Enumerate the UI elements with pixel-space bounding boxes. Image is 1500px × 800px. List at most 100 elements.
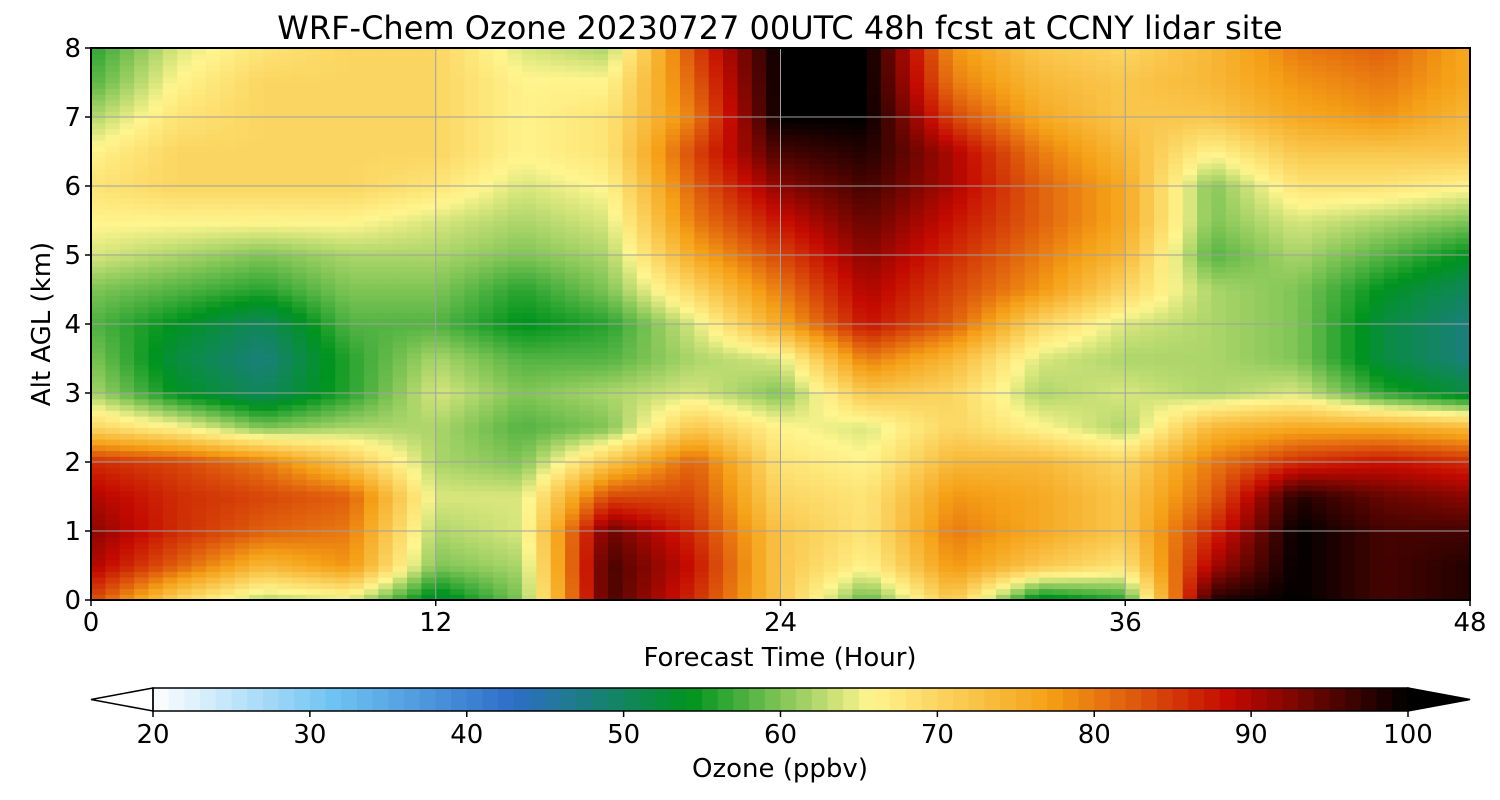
heatmap-cell [952,398,968,406]
heatmap-cell [392,398,408,406]
heatmap-cell [694,370,710,377]
heatmap-cell [766,519,782,526]
heatmap-cell [708,462,724,469]
heatmap-cell [1082,433,1098,440]
heatmap-cell [751,358,767,365]
heatmap-cell [1082,485,1098,492]
heatmap-cell [751,582,767,590]
heatmap-cell [967,519,983,526]
heatmap-cell [809,306,825,314]
heatmap-cell [1297,594,1313,600]
heatmap-cell [723,306,739,314]
heatmap-cell [134,594,150,600]
heatmap-cell [1426,427,1442,434]
heatmap-cell [1340,427,1356,434]
heatmap-cell [967,450,983,457]
heatmap-cell [249,508,264,515]
heatmap-cell [924,450,940,457]
heatmap-cell [234,439,250,446]
heatmap-cell [679,404,695,411]
heatmap-cell [1441,404,1457,411]
heatmap-cell [1082,577,1098,584]
heatmap-cell [1326,559,1342,567]
heatmap-cell [1311,450,1327,457]
heatmap-cell [780,318,796,325]
heatmap-cell [766,393,782,400]
heatmap-cell [852,324,868,331]
heatmap-cell [234,473,250,480]
heatmap-cell [521,594,537,600]
heatmap-cell [1110,444,1126,452]
heatmap-cell [1024,536,1040,544]
heatmap-cell [162,301,178,308]
heatmap-cell [952,467,968,475]
heatmap-cell [565,312,580,319]
heatmap-cell [924,306,940,314]
heatmap-cell [565,352,580,360]
heatmap-cell [1125,548,1141,555]
heatmap-cell [335,519,351,526]
heatmap-cell [536,324,552,331]
heatmap-cell [306,393,322,400]
heatmap-cell [550,554,566,561]
heatmap-cell [837,594,853,600]
heatmap-cell [550,421,566,429]
heatmap-cell [1139,439,1155,446]
heatmap-cell [1297,410,1313,417]
heatmap-cell [263,542,279,549]
heatmap-cell [1240,485,1256,492]
heatmap-cell [565,577,580,584]
heatmap-cell [407,473,422,480]
heatmap-cell [306,364,322,371]
heatmap-cell [234,548,250,555]
heatmap-cell [536,289,552,296]
heatmap-cell [550,485,566,492]
heatmap-cell [1010,536,1026,544]
heatmap-cell [1283,554,1299,561]
heatmap-cell [320,542,336,549]
heatmap-cell [679,513,695,521]
heatmap-cell [205,490,221,498]
heatmap-cell [1311,508,1327,515]
heatmap-cell [723,490,739,498]
heatmap-cell [550,594,566,600]
heatmap-cell [924,341,940,348]
heatmap-cell [1153,588,1169,595]
heatmap-cell [536,295,552,302]
heatmap-cell [1110,548,1126,555]
heatmap-cell [1455,531,1470,538]
heatmap-cell [134,444,150,452]
heatmap-cell [421,364,437,371]
heatmap-cell [306,329,322,337]
heatmap-cell [981,341,997,348]
heatmap-cell [1455,347,1470,354]
heatmap-cell [981,387,997,394]
heatmap-cell [105,577,121,584]
heatmap-cell [679,542,695,549]
heatmap-cell [608,289,624,296]
heatmap-cell [119,554,135,561]
heatmap-cell [565,496,580,503]
heatmap-cell [1110,502,1126,509]
heatmap-cell [751,565,767,572]
heatmap-cell [1010,565,1026,572]
heatmap-cell [665,416,681,423]
heatmap-cell [1053,485,1069,492]
heatmap-cell [694,301,710,308]
heatmap-cell [1053,364,1069,371]
heatmap-cell [507,295,523,302]
heatmap-cell [1082,582,1098,590]
heatmap-cell [593,306,609,314]
heatmap-cell [1355,347,1371,354]
heatmap-cell [220,318,236,325]
heatmap-cell [909,577,925,584]
heatmap-cell [622,433,638,440]
heatmap-cell [579,559,595,567]
heatmap-cell [823,542,839,549]
heatmap-cell [1139,329,1155,337]
heatmap-cell [119,318,135,325]
heatmap-cell [938,450,954,457]
heatmap-cell [306,375,322,383]
heatmap-cell [823,559,839,567]
heatmap-cell [521,559,537,567]
